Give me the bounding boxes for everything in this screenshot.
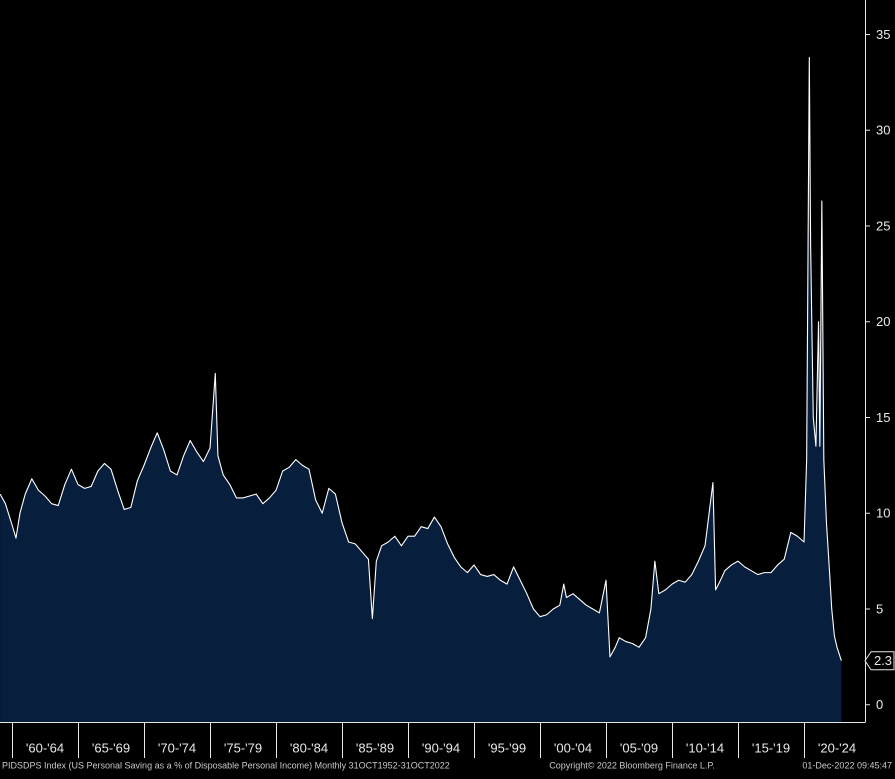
x-tick-label: '90-'94 [422,740,460,755]
y-tick-label: 20 [876,314,890,329]
y-tick-label: 10 [876,506,890,521]
x-tick-label: '65-'69 [92,740,130,755]
y-tick-label: 5 [876,601,883,616]
y-tick-label: 15 [876,410,890,425]
x-tick-label: '80-'84 [290,740,328,755]
x-tick-label: '10-'14 [686,740,724,755]
x-tick-label: '00-'04 [554,740,592,755]
footer-copyright: Copyright© 2022 Bloomberg Finance L.P. [549,760,715,770]
x-tick-label: '60-'64 [26,740,64,755]
area-fill [0,57,842,722]
footer-timestamp: 01-Dec-2022 09:45:47 [802,760,892,770]
y-tick-label: 25 [876,218,890,233]
last-value-label: 2.3 [874,653,892,668]
x-tick-label: '85-'89 [356,740,394,755]
y-tick-label: 30 [876,123,890,138]
footer-source: PIDSDPS Index (US Personal Saving as a %… [2,760,450,770]
x-tick-label: '95-'99 [488,740,526,755]
x-tick-label: '20-'24 [818,740,856,755]
y-tick-label: 35 [876,27,890,42]
x-tick-label: '15-'19 [752,740,790,755]
x-tick-label: '75-'79 [224,740,262,755]
x-tick-label: '05-'09 [620,740,658,755]
line [0,56,842,661]
x-tick-label: '70-'74 [158,740,196,755]
last-value-pointer [864,651,895,671]
y-tick-label: 0 [876,697,883,712]
